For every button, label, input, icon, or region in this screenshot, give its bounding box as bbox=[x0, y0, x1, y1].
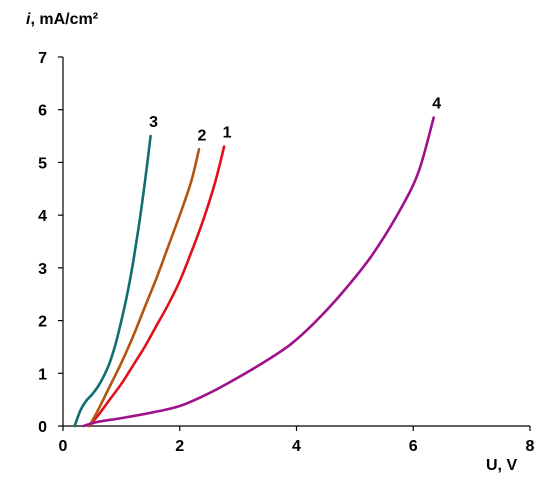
y-tick-label: 2 bbox=[38, 314, 47, 331]
y-tick-label: 4 bbox=[38, 208, 47, 225]
y-tick-label: 0 bbox=[38, 419, 47, 436]
series-line-3 bbox=[73, 134, 152, 428]
y-tick-label: 1 bbox=[38, 366, 47, 383]
x-tick-label: 0 bbox=[59, 438, 68, 455]
y-axis-title: i, mA/cm² bbox=[26, 11, 98, 28]
x-tick-label: 2 bbox=[175, 438, 184, 455]
series-label-1: 1 bbox=[223, 125, 232, 142]
y-tick-label: 3 bbox=[38, 261, 47, 278]
series-line-2 bbox=[88, 148, 201, 428]
series-label-3: 3 bbox=[149, 114, 158, 131]
series-group: 12 3 4 bbox=[73, 96, 441, 428]
x-tick-label: 4 bbox=[292, 438, 301, 455]
series-line-4 bbox=[82, 116, 435, 428]
x-tick-label: 8 bbox=[526, 438, 535, 455]
series-label-2: 2 bbox=[198, 127, 207, 144]
x-axis-title: U, V bbox=[486, 457, 517, 474]
y-tick-label: 5 bbox=[38, 155, 47, 172]
y-tick-label: 7 bbox=[38, 50, 47, 67]
y-tick-label: 6 bbox=[38, 103, 47, 120]
x-tick-label: 6 bbox=[409, 438, 418, 455]
series-label-4: 4 bbox=[432, 96, 441, 113]
series-line-1 bbox=[88, 145, 226, 428]
